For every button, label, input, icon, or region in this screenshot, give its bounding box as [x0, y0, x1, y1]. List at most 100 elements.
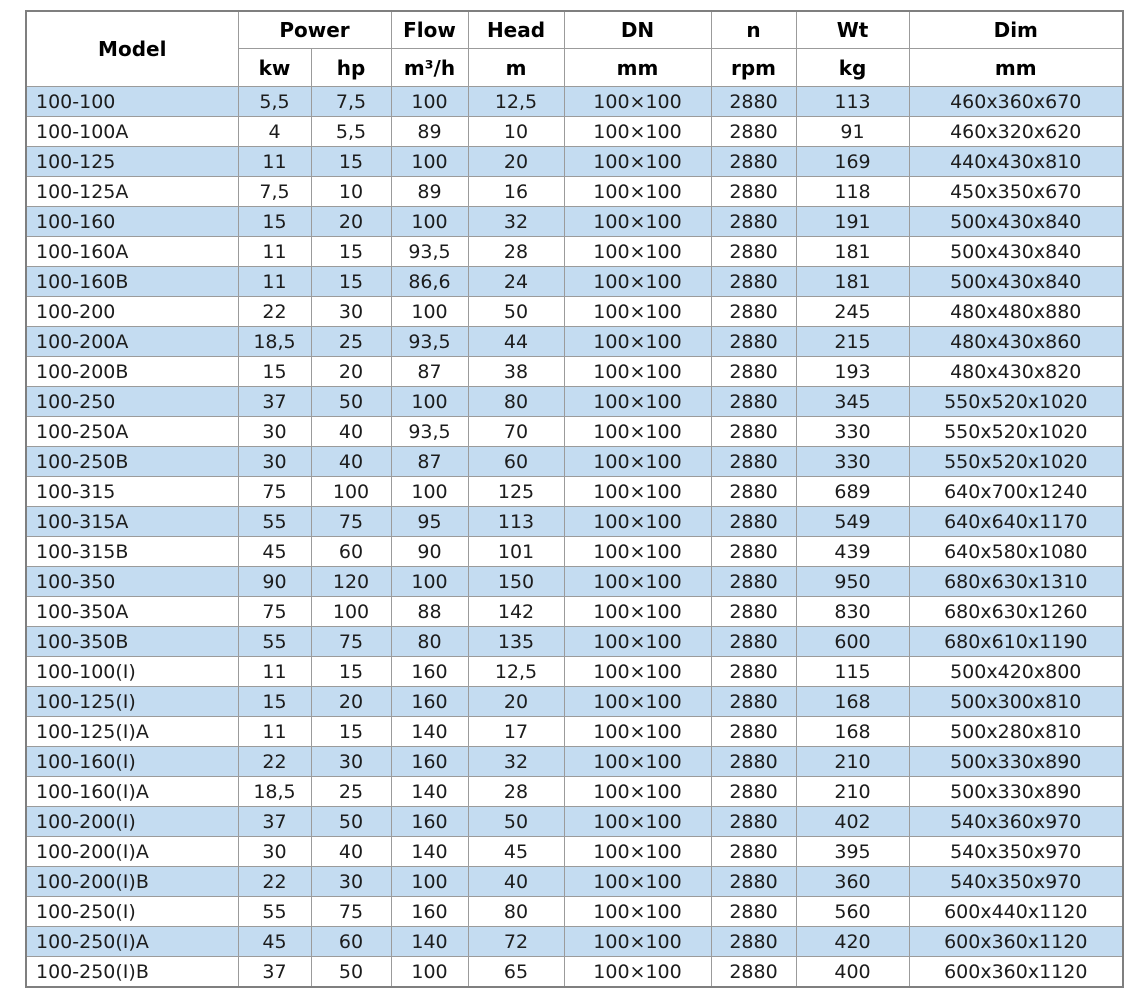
- table-cell: 400: [795, 956, 910, 988]
- table-cell: 72: [467, 926, 565, 957]
- table-cell: 100: [390, 86, 469, 117]
- table-cell: 60: [310, 926, 392, 957]
- table-cell: 100×100: [563, 506, 712, 537]
- table-cell: 160: [390, 746, 469, 777]
- table-cell: 549: [795, 506, 910, 537]
- table-cell: 20: [467, 686, 565, 717]
- cell-model: 100-100A: [25, 116, 239, 147]
- table-cell: 100×100: [563, 536, 712, 567]
- table-row: 100-160(I) 22 30 160 32 100×100 2880 210 500x330…: [25, 746, 1124, 777]
- table-cell: 245: [795, 296, 910, 327]
- table-cell: 2880: [710, 956, 797, 988]
- table-cell: 500x420x800: [908, 656, 1124, 687]
- cell-model: 100-250(I)A: [25, 926, 239, 957]
- table-cell: 20: [310, 206, 392, 237]
- cell-model: 100-315A: [25, 506, 239, 537]
- table-cell: 2880: [710, 626, 797, 657]
- cell-model: 100-250B: [25, 446, 239, 477]
- table-cell: 330: [795, 416, 910, 447]
- table-cell: 30: [237, 836, 312, 867]
- table-cell: 40: [310, 446, 392, 477]
- table-cell: 2880: [710, 896, 797, 927]
- table-cell: 100×100: [563, 926, 712, 957]
- cell-model: 100-250: [25, 386, 239, 417]
- table-cell: 100: [390, 386, 469, 417]
- cell-model: 100-250A: [25, 416, 239, 447]
- table-cell: 2880: [710, 686, 797, 717]
- table-cell: 17: [467, 716, 565, 747]
- table-cell: 2880: [710, 116, 797, 147]
- table-cell: 22: [237, 296, 312, 327]
- table-cell: 55: [237, 896, 312, 927]
- table-cell: 12,5: [467, 656, 565, 687]
- table-cell: 28: [467, 776, 565, 807]
- cell-model: 100-160(I): [25, 746, 239, 777]
- table-cell: 100×100: [563, 776, 712, 807]
- table-cell: 100×100: [563, 566, 712, 597]
- table-cell: 210: [795, 746, 910, 777]
- table-row: 100-160B 11 15 86,6 24 100×100 2880 181 500x430x…: [25, 266, 1124, 297]
- table-cell: 680x610x1190: [908, 626, 1124, 657]
- header-model: Model: [25, 10, 239, 87]
- table-cell: 100×100: [563, 386, 712, 417]
- table-cell: 480x430x820: [908, 356, 1124, 387]
- table-cell: 2880: [710, 476, 797, 507]
- table-row: 100-250 37 50 100 80 100×100 2880 345 550x520x10…: [25, 386, 1124, 417]
- table-row: 100-125(I)A 11 15 140 17 100×100 2880 168 500x28…: [25, 716, 1124, 747]
- table-cell: 160: [390, 806, 469, 837]
- table-cell: 100×100: [563, 596, 712, 627]
- header-unit-n: rpm: [710, 48, 797, 87]
- table-cell: 75: [310, 506, 392, 537]
- table-cell: 11: [237, 146, 312, 177]
- table-cell: 500x430x840: [908, 266, 1124, 297]
- cell-model: 100-200(I)A: [25, 836, 239, 867]
- table-cell: 44: [467, 326, 565, 357]
- header-row-titles: Model Power Flow Head DN n Wt Dim: [25, 10, 1124, 87]
- header-unit-dim: mm: [908, 48, 1124, 87]
- table-header: Model Power Flow Head DN n Wt Dim kw hp …: [25, 10, 1124, 87]
- table-cell: 15: [310, 146, 392, 177]
- table-cell: 2880: [710, 506, 797, 537]
- table-cell: 100×100: [563, 896, 712, 927]
- table-cell: 30: [310, 866, 392, 897]
- table-cell: 75: [310, 626, 392, 657]
- table-cell: 100×100: [563, 656, 712, 687]
- table-cell: 50: [467, 806, 565, 837]
- table-cell: 115: [795, 656, 910, 687]
- cell-model: 100-125(I)A: [25, 716, 239, 747]
- cell-model: 100-200(I)B: [25, 866, 239, 897]
- table-cell: 24: [467, 266, 565, 297]
- cell-model: 100-315: [25, 476, 239, 507]
- pump-spec-table: Model Power Flow Head DN n Wt Dim kw hp …: [25, 10, 1124, 988]
- table-cell: 5,5: [310, 116, 392, 147]
- table-cell: 480x480x880: [908, 296, 1124, 327]
- table-cell: 550x520x1020: [908, 446, 1124, 477]
- table-cell: 100×100: [563, 476, 712, 507]
- table-cell: 2880: [710, 536, 797, 567]
- table-cell: 550x520x1020: [908, 416, 1124, 447]
- table-cell: 500x430x840: [908, 206, 1124, 237]
- table-cell: 100×100: [563, 266, 712, 297]
- table-cell: 15: [237, 356, 312, 387]
- cell-model: 100-160: [25, 206, 239, 237]
- table-cell: 30: [310, 746, 392, 777]
- table-cell: 2880: [710, 566, 797, 597]
- table-cell: 640x700x1240: [908, 476, 1124, 507]
- table-row: 100-350B 55 75 80 135 100×100 2880 600 680x610x1…: [25, 626, 1124, 657]
- table-cell: 95: [390, 506, 469, 537]
- table-cell: 45: [237, 536, 312, 567]
- table-cell: 100×100: [563, 716, 712, 747]
- table-row: 100-200 22 30 100 50 100×100 2880 245 480x480x88…: [25, 296, 1124, 327]
- table-cell: 28: [467, 236, 565, 267]
- table-cell: 689: [795, 476, 910, 507]
- table-cell: 500x330x890: [908, 776, 1124, 807]
- table-cell: 140: [390, 926, 469, 957]
- table-row: 100-350 90 120 100 150 100×100 2880 950 680x630x…: [25, 566, 1124, 597]
- table-cell: 640x640x1170: [908, 506, 1124, 537]
- cell-model: 100-200A: [25, 326, 239, 357]
- table-cell: 12,5: [467, 86, 565, 117]
- table-cell: 37: [237, 956, 312, 988]
- table-cell: 100×100: [563, 356, 712, 387]
- table-cell: 100×100: [563, 206, 712, 237]
- table-cell: 600: [795, 626, 910, 657]
